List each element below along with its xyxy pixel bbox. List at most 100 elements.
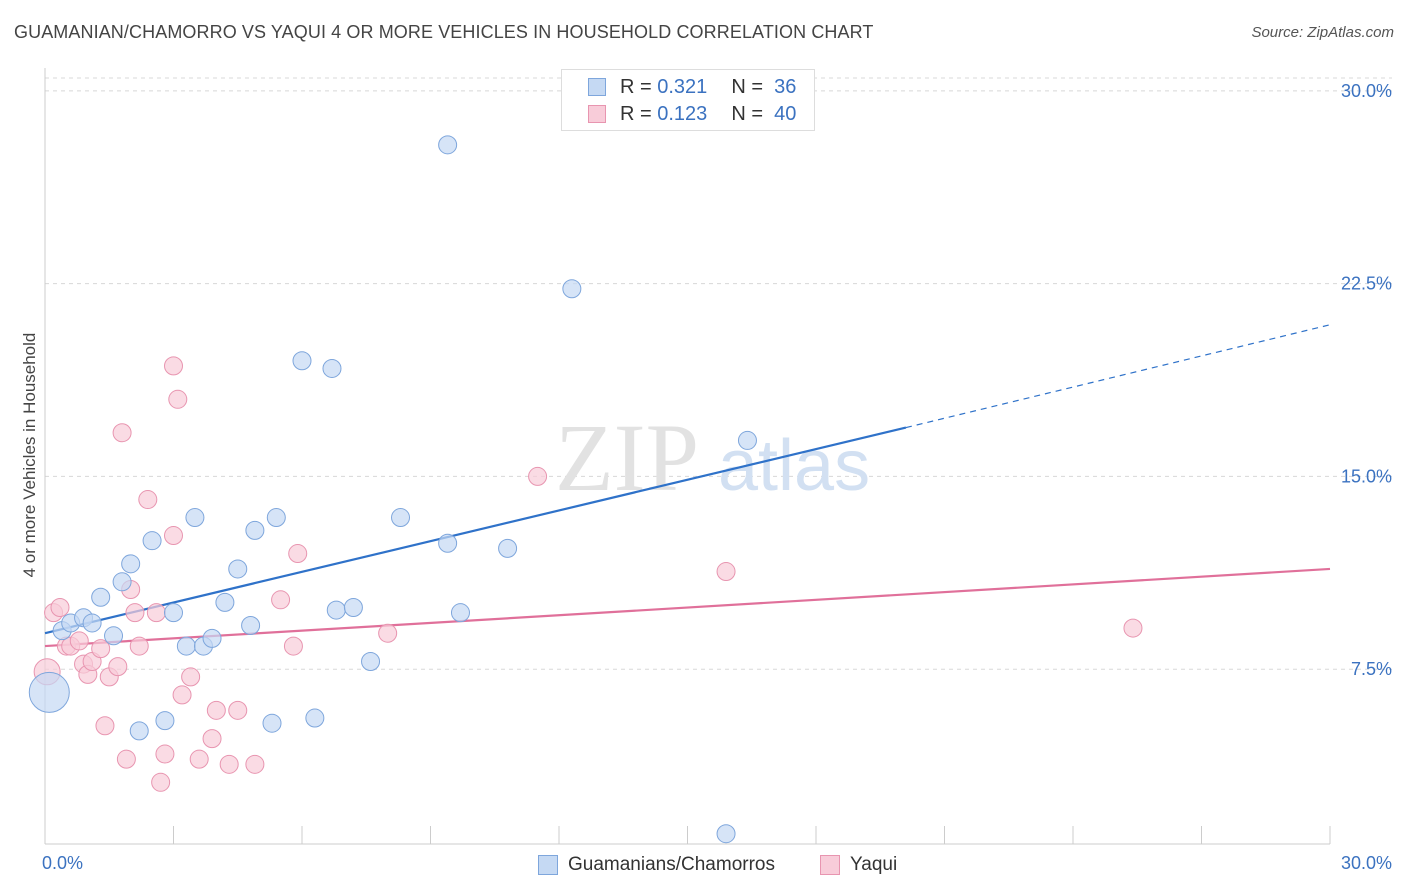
y-tick-label: 22.5%	[1341, 274, 1392, 294]
trendline-guamanians	[44, 426, 907, 635]
point-yaqui	[228, 700, 248, 720]
point-guamanians	[716, 824, 736, 844]
bottom-legend-swatch-pink	[820, 855, 840, 875]
point-guamanians	[241, 616, 261, 636]
point-guamanians	[562, 279, 582, 299]
point-yaqui	[69, 631, 89, 651]
point-yaqui	[168, 389, 188, 409]
y-tick-label: 15.0%	[1341, 466, 1392, 486]
legend-swatch-blue	[588, 78, 606, 96]
legend-r-value: 0.321	[657, 75, 708, 98]
point-guamanians	[262, 713, 282, 733]
point-guamanians	[391, 508, 411, 528]
point-guamanians	[82, 613, 102, 633]
x-tick-label: 30.0%	[1341, 853, 1392, 873]
point-guamanians	[142, 531, 162, 551]
point-yaqui	[138, 490, 158, 510]
legend-row-yaqui: R = 0.123 N = 40	[588, 101, 796, 127]
bottom-legend-yaqui: Yaqui	[820, 852, 897, 878]
point-yaqui	[288, 544, 308, 564]
legend-n-label: N =	[731, 102, 763, 125]
point-guamanians	[104, 626, 124, 646]
point-guamanians	[361, 651, 381, 671]
point-yaqui	[151, 772, 171, 792]
point-yaqui	[716, 562, 736, 582]
point-guamanians	[185, 508, 205, 528]
legend-r-label: R =	[620, 102, 652, 125]
point-guamanians	[228, 559, 248, 579]
y-axis-label: 4 or more Vehicles in Household	[20, 333, 39, 578]
axes-layer: 7.5% 15.0% 22.5% 30.0% 0.0% 30.0%	[42, 68, 1392, 873]
points-layer	[28, 135, 1143, 844]
bottom-legend-label: Yaqui	[850, 854, 898, 875]
point-guamanians	[202, 628, 222, 648]
point-guamanians	[450, 603, 470, 623]
point-yaqui	[155, 744, 175, 764]
point-guamanians	[112, 572, 132, 592]
point-yaqui	[283, 636, 303, 656]
point-yaqui	[50, 598, 70, 618]
trendline-yaqui	[44, 567, 1331, 648]
point-yaqui	[125, 603, 145, 623]
x-tick-label: 0.0%	[42, 853, 83, 873]
point-yaqui	[206, 700, 226, 720]
watermark: ZIP atlas	[555, 404, 870, 511]
point-yaqui	[129, 636, 149, 656]
point-guamanians	[28, 671, 70, 713]
trend-layer	[44, 324, 1331, 648]
point-guamanians	[121, 554, 141, 574]
point-guamanians	[498, 538, 518, 558]
point-guamanians	[326, 600, 346, 620]
point-guamanians	[737, 430, 757, 450]
source-credit: Source: ZipAtlas.com	[1251, 24, 1394, 41]
grid-layer	[45, 77, 1392, 670]
point-yaqui	[528, 466, 548, 486]
point-yaqui	[1123, 618, 1143, 638]
point-yaqui	[271, 590, 291, 610]
point-guamanians	[129, 721, 149, 741]
bottom-legend-label: Guamanians/Chamorros	[568, 854, 775, 875]
point-yaqui	[91, 639, 111, 659]
point-yaqui	[219, 754, 239, 774]
point-guamanians	[343, 598, 363, 618]
legend-n-label: N =	[731, 75, 763, 98]
point-guamanians	[245, 520, 265, 540]
point-yaqui	[164, 356, 183, 376]
point-yaqui	[245, 754, 265, 774]
point-guamanians	[322, 358, 342, 378]
point-yaqui	[116, 749, 136, 769]
y-tick-label: 30.0%	[1341, 81, 1392, 101]
point-guamanians	[155, 711, 175, 731]
point-yaqui	[202, 729, 222, 749]
point-guamanians	[164, 603, 183, 623]
point-yaqui	[189, 749, 209, 769]
chart-title: GUAMANIAN/CHAMORRO VS YAQUI 4 OR MORE VE…	[14, 22, 874, 42]
point-yaqui	[172, 685, 192, 705]
legend-n-value: 40	[774, 102, 797, 125]
legend-r-label: R =	[620, 75, 652, 98]
point-guamanians	[176, 636, 196, 656]
legend-n-value: 36	[774, 75, 797, 98]
point-yaqui	[146, 603, 166, 623]
y-tick-label: 7.5%	[1351, 659, 1392, 679]
point-yaqui	[164, 526, 183, 546]
point-yaqui	[95, 716, 115, 736]
point-yaqui	[378, 623, 398, 643]
bottom-legend-guamanians: Guamanians/Chamorros	[538, 852, 775, 878]
correlation-legend: R = 0.321 N = 36 R = 0.123 N = 40	[561, 69, 815, 131]
legend-r-value: 0.123	[657, 102, 708, 125]
point-yaqui	[108, 657, 128, 677]
trendline-guamanians-extension	[905, 324, 1331, 429]
point-yaqui	[181, 667, 201, 687]
legend-swatch-pink	[588, 105, 606, 123]
point-guamanians	[91, 587, 111, 607]
point-guamanians	[438, 533, 458, 553]
bottom-legend-swatch-blue	[538, 855, 558, 875]
point-yaqui	[112, 423, 132, 443]
legend-row-guamanians: R = 0.321 N = 36	[588, 74, 796, 100]
point-guamanians	[292, 351, 312, 371]
point-guamanians	[266, 508, 286, 528]
point-guamanians	[215, 592, 235, 612]
point-guamanians	[305, 708, 325, 728]
